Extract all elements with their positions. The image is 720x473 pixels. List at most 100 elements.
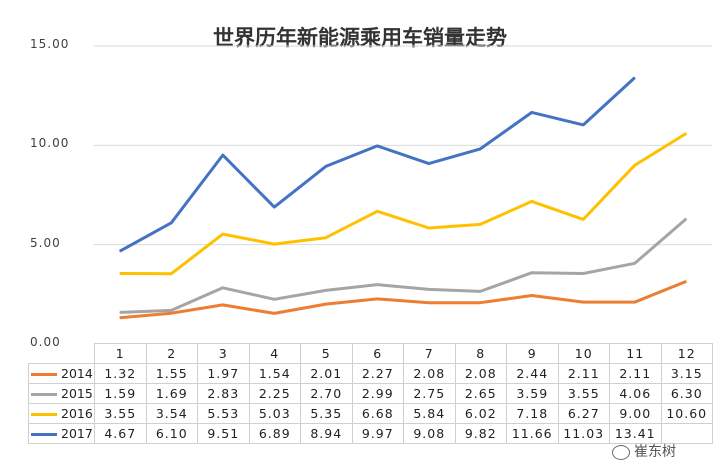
data-point-2015-7 — [428, 288, 430, 290]
data-label: 2.83 — [197, 383, 250, 404]
data-point-2014-5 — [325, 303, 327, 305]
data-point-2017-10 — [582, 124, 584, 126]
legend-swatch — [31, 433, 57, 436]
data-label: 5.84 — [403, 403, 456, 424]
data-label: 2.01 — [300, 363, 353, 384]
data-point-2016-2 — [170, 273, 172, 275]
data-label: 5.03 — [248, 403, 301, 424]
legend-swatch — [31, 393, 57, 396]
x-tick-label: 12 — [660, 343, 713, 364]
data-label: 10.60 — [660, 403, 713, 424]
table-row: 2015 1.59 1.69 2.83 2.25 2.70 2.99 2.75 2.65 3.59… — [28, 383, 713, 404]
x-tick-label: 9 — [506, 343, 559, 364]
data-point-2015-3 — [222, 287, 224, 289]
data-point-2014-10 — [582, 301, 584, 303]
watermark-text: 崔东树 — [634, 444, 676, 460]
data-point-2017-9 — [531, 111, 533, 113]
data-label: 8.94 — [300, 423, 353, 444]
series-line-2017 — [119, 76, 636, 253]
data-label: 5.53 — [197, 403, 250, 424]
data-label: 6.68 — [351, 403, 404, 424]
data-point-2015-11 — [634, 262, 636, 264]
table-row: 2016 3.55 3.54 5.53 5.03 5.35 6.68 5.84 6.02 7.18… — [28, 403, 713, 424]
data-label: 13.41 — [609, 423, 662, 444]
data-label: 3.55 — [94, 403, 147, 424]
series-line-2016 — [119, 132, 688, 276]
data-point-2014-8 — [479, 302, 481, 304]
data-label: 1.69 — [145, 383, 198, 404]
table-row: 2014 1.32 1.55 1.97 1.54 2.01 2.27 2.08 2.08 2.44… — [28, 363, 713, 384]
data-point-2015-6 — [376, 284, 378, 286]
data-label: 4.06 — [609, 383, 662, 404]
data-label: 2.08 — [454, 363, 507, 384]
legend-entry-2014: 2014 — [28, 363, 95, 384]
data-point-2017-3 — [222, 154, 224, 156]
data-point-2017-8 — [479, 148, 481, 150]
data-label: 1.32 — [94, 363, 147, 384]
x-tick-label: 1 — [94, 343, 147, 364]
data-label: 5.35 — [300, 403, 353, 424]
x-tick-label: 7 — [403, 343, 456, 364]
y-tick-label: 15.00 — [30, 37, 70, 51]
data-label: 6.27 — [557, 403, 610, 424]
x-tick-label: 5 — [300, 343, 353, 364]
x-tick-label: 8 — [454, 343, 507, 364]
data-label: 2.75 — [403, 383, 456, 404]
data-point-2016-12 — [685, 132, 687, 134]
table-header-row: 1 2 3 4 5 6 7 8 9 10 11 12 — [28, 343, 713, 364]
data-label: 3.59 — [506, 383, 559, 404]
legend-label: 2017 — [61, 426, 93, 441]
data-point-2014-2 — [170, 312, 172, 314]
data-label: 11.03 — [557, 423, 610, 444]
data-point-2014-6 — [376, 298, 378, 300]
data-label: 2.25 — [248, 383, 301, 404]
data-label: 2.11 — [609, 363, 662, 384]
data-point-2016-1 — [119, 272, 121, 274]
data-point-2017-2 — [170, 222, 172, 224]
data-point-2017-4 — [273, 206, 275, 208]
data-label: 11.66 — [506, 423, 559, 444]
data-label: 1.59 — [94, 383, 147, 404]
data-point-2015-4 — [273, 298, 275, 300]
legend-swatch — [31, 373, 57, 376]
data-label: 2.65 — [454, 383, 507, 404]
data-point-2017-11 — [634, 77, 636, 79]
data-label: 3.15 — [660, 363, 713, 384]
data-label: 6.30 — [660, 383, 713, 404]
data-label: 9.82 — [454, 423, 507, 444]
data-label: 7.18 — [506, 403, 559, 424]
data-point-2016-6 — [376, 210, 378, 212]
data-label: 3.55 — [557, 383, 610, 404]
data-table: 1 2 3 4 5 6 7 8 9 10 11 12 2014 1.32 1.55 1.97 1.54 2.01 2… — [28, 343, 713, 444]
x-tick-label: 4 — [248, 343, 301, 364]
table-row: 2017 4.67 6.10 9.51 6.89 8.94 9.97 9.08 9.82 11.6… — [28, 423, 713, 444]
data-label: 4.67 — [94, 423, 147, 444]
data-label: 2.99 — [351, 383, 404, 404]
data-point-2014-7 — [428, 302, 430, 304]
legend-label: 2016 — [61, 406, 93, 421]
data-point-2016-5 — [325, 237, 327, 239]
data-label: 9.00 — [609, 403, 662, 424]
legend-entry-2017: 2017 — [28, 423, 95, 444]
data-label: 3.54 — [145, 403, 198, 424]
data-point-2015-12 — [685, 218, 687, 220]
data-label: 6.02 — [454, 403, 507, 424]
data-label: 2.27 — [351, 363, 404, 384]
y-tick-label: 5.00 — [30, 235, 61, 250]
data-point-2015-5 — [325, 289, 327, 291]
data-point-2016-3 — [222, 233, 224, 235]
data-point-2015-8 — [479, 290, 481, 292]
data-label: 1.55 — [145, 363, 198, 384]
data-point-2016-11 — [634, 164, 636, 166]
data-label — [660, 423, 713, 444]
data-label: 1.54 — [248, 363, 301, 384]
data-point-2014-4 — [273, 312, 275, 314]
data-point-2014-9 — [531, 295, 533, 297]
data-label: 9.51 — [197, 423, 250, 444]
legend-entry-2016: 2016 — [28, 403, 95, 424]
data-label: 2.44 — [506, 363, 559, 384]
data-point-2016-4 — [273, 243, 275, 245]
x-tick-label: 6 — [351, 343, 404, 364]
